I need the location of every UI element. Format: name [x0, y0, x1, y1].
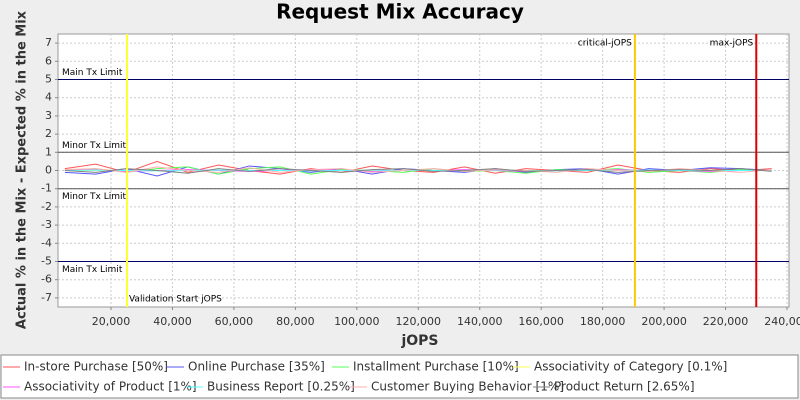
- x-tick-label: 180,000: [580, 315, 626, 328]
- legend-label: Installment Purchase [10%]: [353, 360, 519, 374]
- series-line: [64, 168, 772, 174]
- y-tick-label: -3: [41, 218, 52, 231]
- x-tick-label: 80,000: [276, 315, 315, 328]
- y-axis-label: Actual % in the Mix - Expected % in the …: [15, 10, 30, 329]
- y-tick-label: 0: [45, 164, 52, 177]
- legend-label: In-store Purchase [50%]: [24, 360, 168, 374]
- limit-label: Main Tx Limit: [62, 265, 123, 275]
- y-tick-label: -7: [41, 291, 52, 304]
- x-tick-label: 120,000: [396, 315, 442, 328]
- legend-label: Associativity of Product [1%]: [24, 380, 197, 394]
- x-tick-label: 60,000: [215, 315, 254, 328]
- y-tick-label: -6: [41, 273, 52, 286]
- legend: [0, 354, 799, 399]
- y-tick-label: 7: [45, 36, 52, 49]
- y-tick-label: -2: [41, 200, 52, 213]
- y-tick-label: 6: [45, 54, 52, 67]
- legend-label: Online Purchase [35%]: [188, 360, 325, 374]
- marker-label: Validation Start jOPS: [129, 295, 222, 305]
- y-tick-label: 3: [45, 109, 52, 122]
- y-tick-label: -5: [41, 255, 52, 268]
- chart-title: Request Mix Accuracy: [276, 0, 524, 24]
- limit-label: Minor Tx Limit: [62, 141, 127, 151]
- x-tick-label: 20,000: [92, 315, 131, 328]
- limit-label: Main Tx Limit: [62, 68, 123, 78]
- marker-label: critical-jOPS: [578, 39, 632, 49]
- x-axis-label: jOPS: [400, 333, 438, 349]
- x-tick-label: 100,000: [334, 315, 380, 328]
- x-tick-label: 200,000: [641, 315, 687, 328]
- legend-label: Associativity of Category [0.1%]: [534, 360, 727, 374]
- y-tick-label: 1: [45, 145, 52, 158]
- x-tick-label: 220,000: [703, 315, 749, 328]
- x-tick-label: 160,000: [518, 315, 564, 328]
- limit-label: Minor Tx Limit: [62, 192, 127, 202]
- y-tick-label: 4: [45, 91, 52, 104]
- y-tick-label: 2: [45, 127, 52, 140]
- y-tick-label: -4: [41, 236, 52, 249]
- y-tick-label: -1: [41, 182, 52, 195]
- legend-label: Product Return [2.65%]: [554, 380, 695, 394]
- x-tick-label: 240,000: [764, 315, 800, 328]
- x-tick-label: 40,000: [153, 315, 192, 328]
- legend-label: Business Report [0.25%]: [207, 380, 355, 394]
- y-tick-label: 5: [45, 73, 52, 86]
- x-tick-label: 140,000: [457, 315, 503, 328]
- marker-label: max-jOPS: [710, 39, 754, 49]
- legend-label: Customer Buying Behavior [1%]: [371, 380, 564, 394]
